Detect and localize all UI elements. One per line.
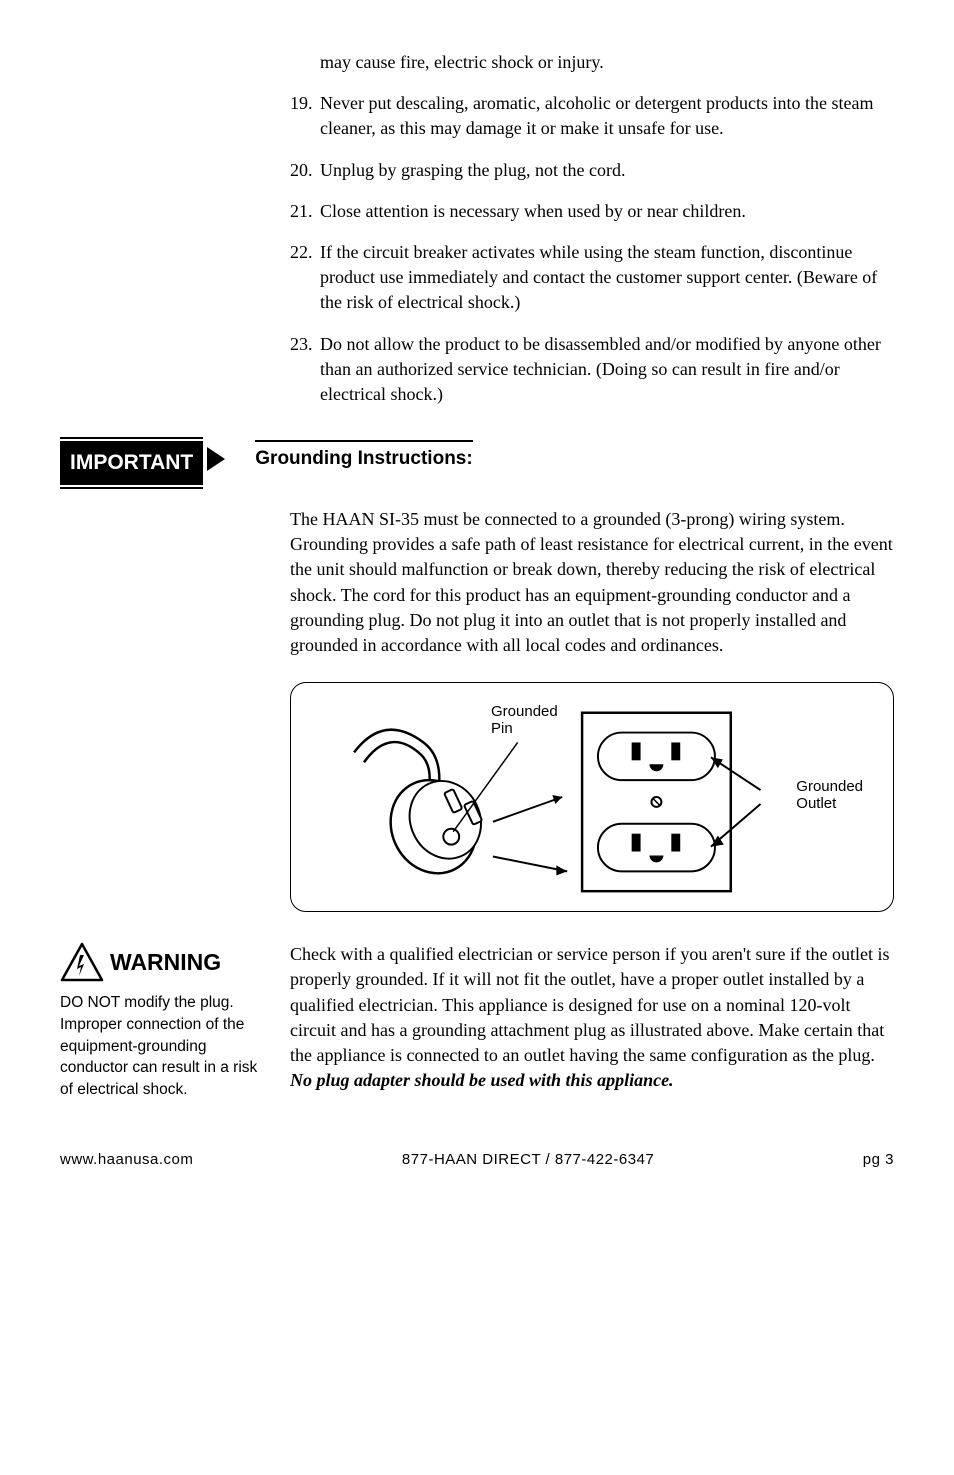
- outlet-label: Grounded Outlet: [796, 778, 863, 812]
- warning-sidebar: WARNING DO NOT modify the plug. Improper…: [60, 942, 270, 1100]
- important-badge: IMPORTANT: [60, 441, 203, 485]
- footer-page: pg 3: [863, 1151, 894, 1168]
- numbered-list: may cause fire, electric shock or injury…: [290, 50, 894, 407]
- list-item: may cause fire, electric shock or injury…: [290, 50, 894, 75]
- important-badge-wrap: IMPORTANT: [60, 437, 203, 489]
- list-text: may cause fire, electric shock or injury…: [320, 50, 894, 75]
- important-heading-row: IMPORTANT Grounding Instructions:: [60, 437, 894, 489]
- list-number: 19.: [290, 91, 320, 141]
- grounding-heading: Grounding Instructions:: [255, 440, 472, 470]
- list-item: 19. Never put descaling, aromatic, alcoh…: [290, 91, 894, 141]
- footer-phone: 877-HAAN DIRECT / 877-422-6347: [402, 1151, 654, 1168]
- arrow-icon: [207, 447, 225, 471]
- list-text: Close attention is necessary when used b…: [320, 199, 894, 224]
- warning-triangle-icon: [60, 942, 104, 982]
- lower-para-main: Check with a qualified electrician or se…: [290, 944, 890, 1065]
- footer-url: www.haanusa.com: [60, 1151, 193, 1168]
- list-text: Unplug by grasping the plug, not the cor…: [320, 158, 894, 183]
- warning-sidebar-text: DO NOT modify the plug. Improper connect…: [60, 992, 270, 1100]
- grounding-diagram: Grounded Pin Grounded Outlet: [290, 682, 894, 912]
- list-text: Never put descaling, aromatic, alcoholic…: [320, 91, 894, 141]
- list-item: 20. Unplug by grasping the plug, not the…: [290, 158, 894, 183]
- list-item: 21. Close attention is necessary when us…: [290, 199, 894, 224]
- warning-section: WARNING DO NOT modify the plug. Improper…: [60, 942, 894, 1100]
- pin-label: Grounded Pin: [491, 703, 558, 737]
- warning-label: WARNING: [110, 949, 221, 976]
- list-number: [290, 50, 320, 75]
- list-item: 22. If the circuit breaker activates whi…: [290, 240, 894, 316]
- list-number: 22.: [290, 240, 320, 316]
- list-number: 23.: [290, 332, 320, 408]
- list-text: If the circuit breaker activates while u…: [320, 240, 894, 316]
- list-text: Do not allow the product to be disassemb…: [320, 332, 894, 408]
- list-number: 21.: [290, 199, 320, 224]
- lower-paragraph: Check with a qualified electrician or se…: [290, 942, 894, 1093]
- grounding-paragraph: The HAAN SI-35 must be connected to a gr…: [290, 507, 894, 658]
- warning-heading: WARNING: [60, 942, 270, 982]
- list-item: 23. Do not allow the product to be disas…: [290, 332, 894, 408]
- list-number: 20.: [290, 158, 320, 183]
- lower-para-emphasis: No plug adapter should be used with this…: [290, 1070, 674, 1090]
- page-footer: www.haanusa.com 877-HAAN DIRECT / 877-42…: [60, 1151, 894, 1168]
